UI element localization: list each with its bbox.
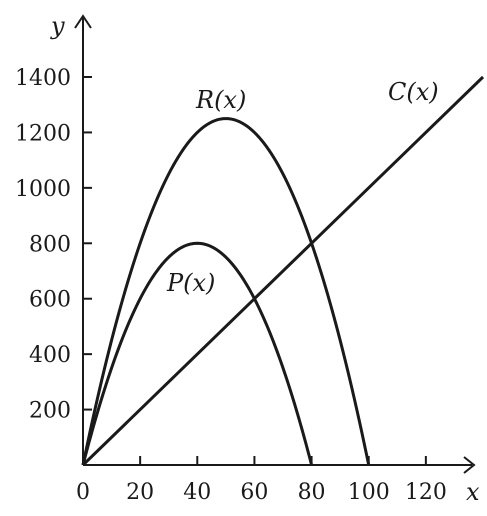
series-R-curve bbox=[81, 117, 371, 466]
x-tick-label: 20 bbox=[126, 480, 154, 505]
y-tick-label: 800 bbox=[29, 232, 71, 257]
series-label-C: C(x) bbox=[388, 78, 439, 106]
x-tick-label: 40 bbox=[183, 480, 211, 505]
x-tick-label: 60 bbox=[240, 480, 268, 505]
y-tick-label: 200 bbox=[29, 399, 71, 424]
x-axis-arrow bbox=[463, 456, 476, 474]
curves bbox=[81, 75, 485, 467]
y-tick-label: 400 bbox=[29, 343, 71, 368]
y-tick-label: 1000 bbox=[15, 177, 71, 202]
x-tick-label: 120 bbox=[405, 480, 447, 505]
series-C-curve bbox=[81, 75, 485, 467]
y-tick-label: 600 bbox=[29, 288, 71, 313]
axes: x y bbox=[50, 12, 480, 506]
curve-labels: R(x) P(x) C(x) bbox=[166, 78, 439, 297]
x-axis-label: x bbox=[466, 478, 480, 506]
series-P-curve bbox=[81, 241, 314, 466]
x-tick-label: 0 bbox=[76, 480, 90, 505]
series-label-P: P(x) bbox=[166, 269, 215, 297]
x-tick-label: 80 bbox=[298, 480, 326, 505]
ticks: 0 20 40 60 80 100 120 200 400 600 800 1000 1200 1400 bbox=[15, 66, 447, 505]
y-axis-arrow bbox=[74, 14, 92, 29]
y-tick-label: 1200 bbox=[15, 121, 71, 146]
series-label-R: R(x) bbox=[195, 86, 246, 114]
x-tick-label: 100 bbox=[348, 480, 390, 505]
y-axis-label: y bbox=[50, 12, 65, 40]
y-tick-label: 1400 bbox=[15, 66, 71, 91]
